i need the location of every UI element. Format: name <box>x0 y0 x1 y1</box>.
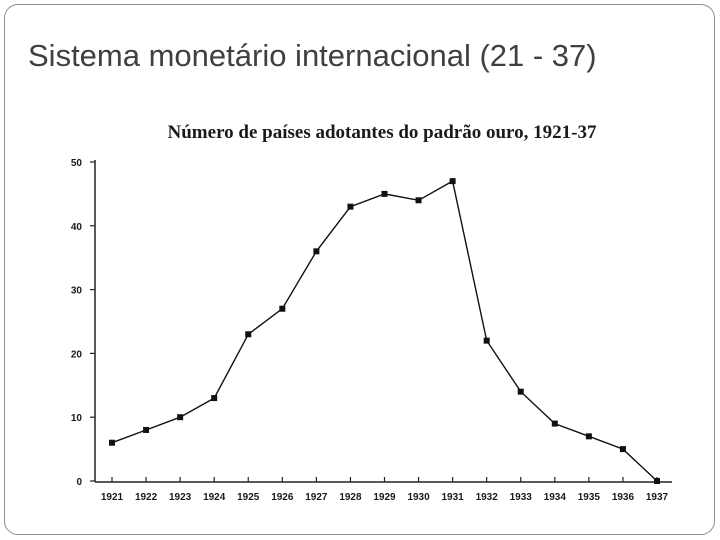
x-tick-label: 1923 <box>169 492 192 503</box>
y-tick-label: 20 <box>71 349 83 360</box>
data-point <box>245 331 252 338</box>
x-tick-label: 1932 <box>476 492 499 503</box>
x-tick-label: 1933 <box>510 492 533 503</box>
data-point <box>551 420 558 427</box>
y-tick-label: 40 <box>71 222 83 233</box>
data-point <box>483 337 490 344</box>
y-tick-label: 10 <box>71 413 83 424</box>
data-point <box>381 190 388 197</box>
x-tick-label: 1927 <box>305 492 328 503</box>
data-point <box>347 203 354 210</box>
x-tick-label: 1930 <box>407 492 430 503</box>
y-tick-label: 0 <box>76 477 82 488</box>
data-point <box>279 305 286 312</box>
chart-title: Número de países adotantes do padrão our… <box>168 122 597 143</box>
data-point <box>313 248 320 255</box>
data-point <box>619 446 626 453</box>
x-tick-label: 1936 <box>612 492 635 503</box>
data-point <box>517 388 524 395</box>
x-tick-label: 1928 <box>339 492 362 503</box>
x-tick-label: 1937 <box>646 492 669 503</box>
data-point <box>109 439 115 446</box>
slide-title: Sistema monetário internacional (21 - 37… <box>28 38 597 73</box>
data-point <box>177 414 184 421</box>
x-tick-label: 1929 <box>373 492 396 503</box>
x-tick-label: 1935 <box>578 492 601 503</box>
x-tick-label: 1921 <box>101 492 124 503</box>
data-point <box>211 395 218 402</box>
data-point <box>449 178 456 185</box>
x-tick-label: 1925 <box>237 492 260 503</box>
x-tick-label: 1934 <box>544 492 567 503</box>
data-point <box>585 433 592 440</box>
y-tick-label: 50 <box>71 158 83 169</box>
data-point <box>415 197 422 204</box>
data-point <box>143 426 150 433</box>
y-tick-label: 30 <box>71 286 83 297</box>
data-point <box>654 478 660 484</box>
x-tick-label: 1931 <box>442 492 465 503</box>
series-line <box>111 180 658 482</box>
x-tick-label: 1926 <box>271 492 294 503</box>
x-tick-label: 1924 <box>203 492 226 503</box>
x-tick-label: 1922 <box>135 492 158 503</box>
slide-frame <box>4 4 715 535</box>
